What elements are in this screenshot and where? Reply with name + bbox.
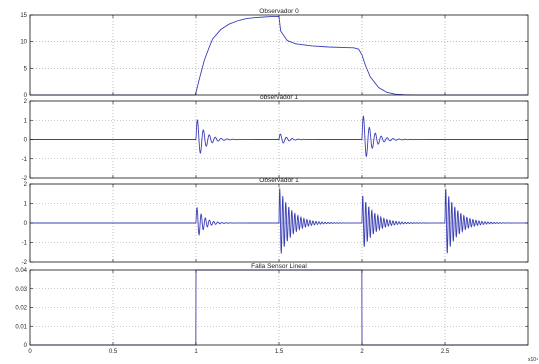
y-tick-label: 0 xyxy=(24,93,28,99)
y-tick-label: 15 xyxy=(20,13,27,19)
subplot-title: observador 1 xyxy=(260,94,298,101)
y-tick-label: -2 xyxy=(22,260,28,266)
y-tick-label: 0 xyxy=(24,221,28,227)
series-line xyxy=(30,16,528,96)
x-tick-label: 1.5 xyxy=(275,349,284,355)
y-tick-label: 0 xyxy=(24,138,28,144)
subplot-title: Observador 1 xyxy=(259,177,299,184)
y-tick-label: 2 xyxy=(24,182,28,188)
x-tick-label: 0 xyxy=(28,349,32,355)
y-tick-label: -1 xyxy=(22,157,28,163)
y-tick-label: 0.03 xyxy=(15,287,27,293)
series-line xyxy=(30,114,528,158)
subplot-title: Falla Sensor Lineal xyxy=(251,263,307,270)
subplot-0: 0 5 10 15 Observador 0 xyxy=(20,8,529,99)
subplot-3: 0 0.01 0.02 0.03 0.04 0 0.5 1 1.5 2 2.5 Falla Senso… xyxy=(15,263,529,355)
y-tick-label: 1 xyxy=(24,202,28,208)
y-tick-label: 0 xyxy=(24,343,28,349)
y-tick-label: -2 xyxy=(22,176,28,182)
subplot-1: -2 -1 0 1 2 observador 1 xyxy=(22,94,529,182)
y-tick-label: 2 xyxy=(24,99,28,105)
subplot-title: Observador 0 xyxy=(259,8,299,15)
y-tick-label: 5 xyxy=(24,66,28,72)
y-tick-label: 1 xyxy=(24,118,28,124)
y-tick-label: -1 xyxy=(22,241,28,247)
x-tick-label: 1 xyxy=(194,349,198,355)
x-tick-label: 2 xyxy=(360,349,364,355)
subplot-2: -2 -1 0 1 2 Observador 1 xyxy=(22,177,529,266)
x-tick-label: 0.5 xyxy=(109,349,118,355)
y-tick-label: 0.04 xyxy=(15,268,27,274)
y-tick-label: 0.01 xyxy=(15,324,27,330)
y-tick-label: 10 xyxy=(20,40,27,46)
y-tick-label: 0.02 xyxy=(15,306,27,312)
series-line xyxy=(30,188,529,254)
x-tick-label: 2.5 xyxy=(441,349,450,355)
x-exponent-label: x10⁴ xyxy=(528,357,538,363)
